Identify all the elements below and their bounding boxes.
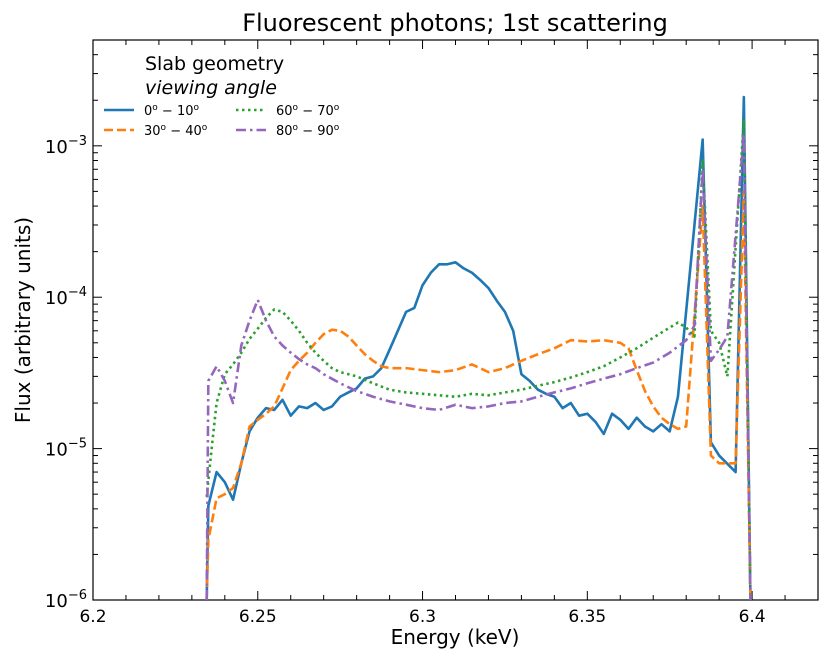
series-line-4 xyxy=(205,132,752,600)
legend-entries: 0o − 10o 30o − 40o 60o − 70o 80o − 90o xyxy=(104,103,340,139)
y-tick-label: 10−6 xyxy=(45,588,87,612)
legend-label-4: 80o − 90o xyxy=(276,123,340,139)
legend-label-1: 0o − 10o xyxy=(144,103,200,119)
series-line-2 xyxy=(205,190,752,600)
series-lines xyxy=(205,95,752,600)
y-tick-label: 10−5 xyxy=(45,437,87,461)
series-line-1 xyxy=(205,95,752,600)
x-tick-label: 6.3 xyxy=(409,607,436,627)
y-tick-label: 10−3 xyxy=(45,134,87,158)
y-axis-label: Flux (arbitrary units) xyxy=(11,217,35,423)
legend-label-3: 60o − 70o xyxy=(276,103,340,119)
legend-title: Slab geometry xyxy=(145,53,284,75)
y-axis-ticks: 10−6 10−5 10−4 10−3 xyxy=(45,39,818,612)
x-axis-ticks: 6.2 6.25 6.3 6.35 6.4 xyxy=(79,40,819,627)
x-tick-label: 6.25 xyxy=(239,607,277,627)
x-tick-label: 6.2 xyxy=(79,607,106,627)
legend-subtitle: viewing angle xyxy=(145,77,277,99)
chart-title: Fluorescent photons; 1st scattering xyxy=(242,9,668,37)
x-axis-label: Energy (keV) xyxy=(391,625,520,649)
legend-label-2: 30o − 40o xyxy=(144,123,208,139)
legend: Slab geometry viewing angle 0o − 10o 30o … xyxy=(104,53,340,139)
y-tick-label: 10−4 xyxy=(45,285,87,309)
x-tick-label: 6.4 xyxy=(739,607,766,627)
x-tick-label: 6.35 xyxy=(568,607,606,627)
